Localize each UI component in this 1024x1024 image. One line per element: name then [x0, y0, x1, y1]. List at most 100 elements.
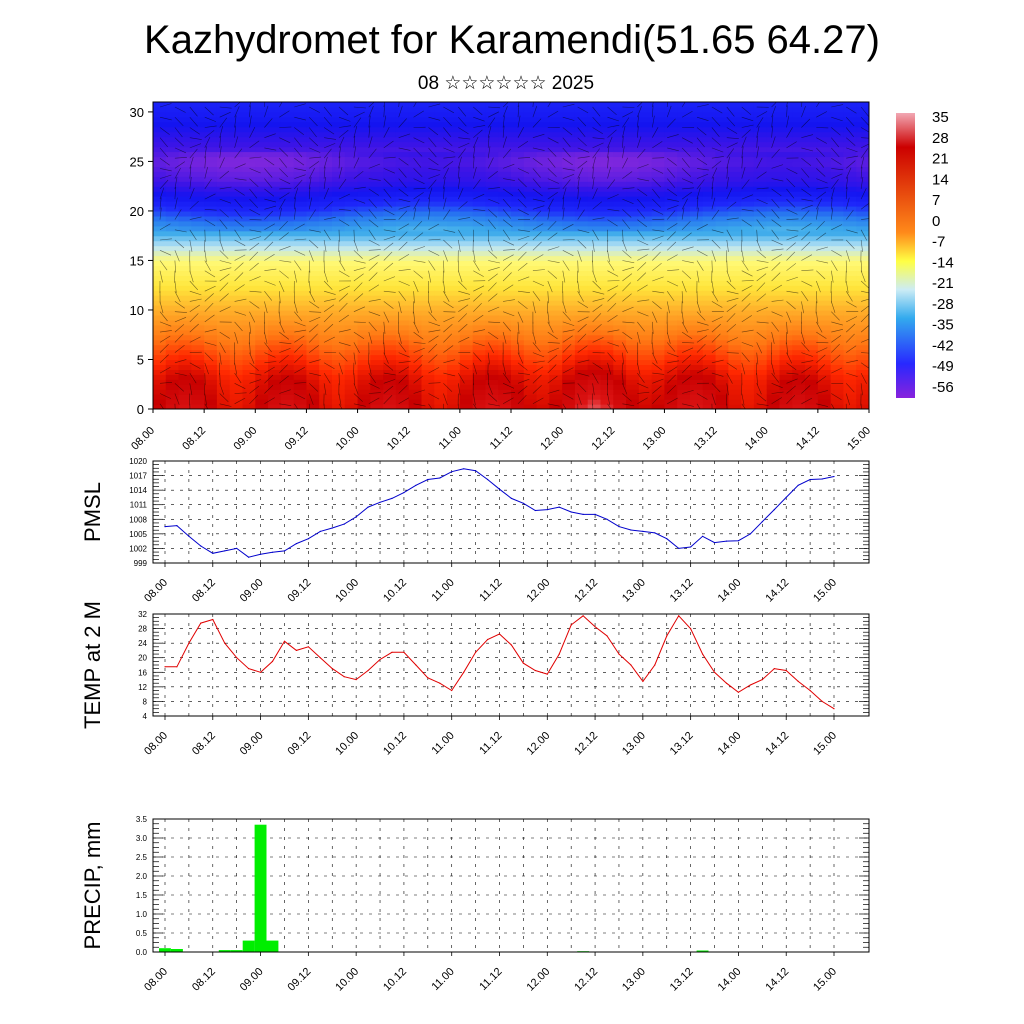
- wind-barb: [547, 364, 557, 374]
- heatmap-cell: [485, 186, 499, 192]
- wind-barb: [502, 198, 512, 209]
- wind-barb: [696, 127, 707, 136]
- heatmap-cell: [204, 384, 218, 390]
- wind-barb: [294, 270, 297, 283]
- heatmap-cell: [319, 220, 333, 227]
- heatmap-cell: [421, 146, 435, 153]
- y-tick-label: 5: [137, 352, 144, 367]
- wind-barb: [681, 347, 694, 353]
- heatmap-cell: [702, 344, 717, 351]
- heatmap-cell: [817, 210, 832, 217]
- heatmap-cell: [562, 191, 576, 197]
- wind-barb: [234, 362, 238, 375]
- heatmap-cell: [485, 250, 499, 257]
- heatmap-cell: [280, 171, 295, 177]
- heatmap-cell: [344, 102, 359, 108]
- wind-barb: [681, 191, 692, 200]
- heatmap-cell: [817, 126, 832, 133]
- heatmap-cell: [216, 285, 231, 291]
- heatmap-cell: [677, 399, 691, 405]
- heatmap-cell: [216, 364, 231, 370]
- heatmap-cell: [280, 250, 295, 257]
- heatmap-cell: [306, 235, 320, 242]
- wind-barb: [338, 129, 349, 138]
- heatmap-cell: [357, 329, 371, 336]
- heatmap-cell: [613, 399, 627, 405]
- heatmap-cell: [421, 181, 435, 187]
- heatmap-cell: [344, 230, 359, 237]
- heatmap-cell: [344, 136, 359, 143]
- heatmap-cell: [690, 309, 704, 316]
- heatmap-cell: [229, 156, 244, 163]
- heatmap-cell: [229, 344, 244, 351]
- heatmap-cell: [191, 359, 205, 366]
- wind-barb: [696, 116, 709, 121]
- heatmap-cell: [268, 201, 282, 207]
- wind-barb: [637, 102, 643, 108]
- heatmap-cell: [280, 116, 295, 123]
- wind-barb: [473, 209, 486, 211]
- wind-barb: [249, 301, 260, 309]
- heatmap-cell: [421, 344, 435, 351]
- heatmap-cell: [255, 250, 269, 257]
- heatmap-cell: [677, 404, 691, 409]
- heatmap-cell: [216, 121, 231, 128]
- heatmap-cell: [357, 235, 371, 242]
- heatmap-cell: [728, 161, 742, 167]
- heatmap-cell: [293, 339, 308, 346]
- heatmap-cell: [766, 305, 781, 311]
- heatmap-cell: [204, 260, 218, 266]
- heatmap-cell: [715, 344, 729, 351]
- heatmap-cell: [664, 285, 678, 291]
- heatmap-cell: [523, 359, 538, 366]
- heatmap-cell: [165, 245, 180, 252]
- heatmap-cell: [293, 235, 308, 242]
- heatmap-cell: [523, 275, 538, 281]
- heatmap-cell: [255, 364, 269, 370]
- wind-barb: [473, 329, 486, 333]
- heatmap-cell: [792, 141, 806, 148]
- heatmap-cell: [268, 116, 282, 123]
- heatmap-cell: [447, 201, 461, 207]
- wind-barb: [592, 229, 599, 241]
- wind-barb: [264, 366, 275, 374]
- wind-barb: [309, 311, 322, 313]
- heatmap-cell: [536, 295, 550, 301]
- heatmap-cell: [677, 225, 691, 232]
- heatmap-cell: [600, 280, 614, 286]
- wind-barb: [637, 239, 649, 246]
- heatmap-cell: [344, 210, 359, 217]
- heatmap-cell: [178, 399, 192, 405]
- wind-barb: [622, 383, 628, 395]
- heatmap-cell: [587, 201, 602, 207]
- heatmap-cell: [664, 250, 678, 257]
- heatmap-cell: [204, 300, 218, 306]
- heatmap-cell: [370, 210, 384, 217]
- heatmap-cell: [523, 186, 538, 192]
- wind-barb: [801, 231, 811, 241]
- heatmap-cell: [574, 285, 589, 291]
- heatmap-cell: [792, 136, 806, 143]
- heatmap-cell: [741, 121, 755, 128]
- heatmap-cell: [268, 280, 282, 286]
- wind-barb: [323, 229, 331, 241]
- heatmap-cell: [536, 136, 550, 143]
- heatmap-cell: [587, 255, 602, 262]
- heatmap-cell: [242, 404, 256, 409]
- wind-barb: [592, 217, 605, 220]
- heatmap-cell: [165, 349, 180, 356]
- heatmap-cell: [613, 255, 627, 262]
- heatmap-cell: [728, 225, 742, 232]
- heatmap-cell: [408, 136, 423, 143]
- wind-barb: [249, 209, 261, 216]
- heatmap-cell: [728, 205, 742, 212]
- heatmap-cell: [268, 186, 282, 192]
- heatmap-cell: [268, 210, 282, 217]
- heatmap-cell: [613, 384, 627, 390]
- wind-barb: [413, 198, 420, 210]
- heatmap-cell: [498, 364, 512, 370]
- heatmap-cell: [753, 181, 768, 187]
- wind-barb: [383, 198, 393, 208]
- heatmap-cell: [728, 102, 742, 108]
- heatmap-cell: [805, 245, 819, 252]
